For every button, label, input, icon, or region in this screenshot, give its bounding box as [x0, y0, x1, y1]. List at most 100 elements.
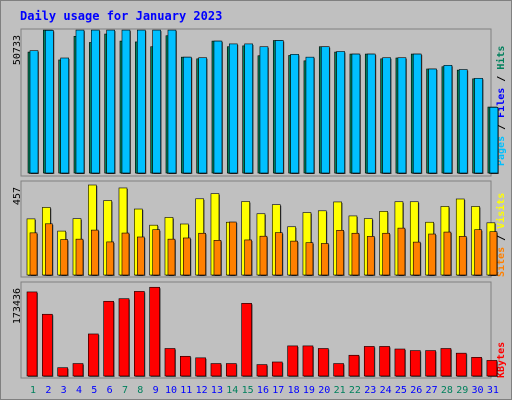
day-label: 13: [211, 385, 223, 396]
hits-ymax-label: 50733: [12, 35, 23, 65]
day-label: 26: [410, 385, 422, 396]
sites-bar: [45, 223, 53, 276]
kbytes-ymax-label: 173436: [12, 288, 23, 324]
pages-bar: [45, 30, 54, 174]
kbytes-bar: [440, 348, 452, 377]
pages-bar: [167, 29, 177, 174]
pages-bar: [305, 56, 315, 174]
sites-bar: [106, 241, 114, 276]
day-label: 7: [122, 385, 128, 396]
day-label: 20: [318, 385, 330, 396]
day-label: 11: [180, 385, 192, 396]
day-label: 4: [76, 385, 82, 396]
pages-bar: [198, 57, 207, 174]
kbytes-bar: [287, 345, 298, 377]
day-label: 15: [242, 385, 254, 396]
day-label: 31: [487, 385, 499, 396]
sites-bar: [29, 232, 38, 276]
day-label: 14: [226, 385, 238, 396]
pages-bar: [75, 29, 85, 174]
kbytes-bar: [88, 333, 99, 377]
pages-bar: [443, 65, 453, 174]
kbytes-bar: [317, 348, 329, 377]
day-axis-labels: 1 2 3 4 5 6 7 8 9 10 11 12 13 14 15 16 17 18 19 20 21 22 23 24 2…: [30, 385, 499, 396]
sites-bar: [428, 233, 436, 276]
kbytes-bar: [42, 313, 53, 377]
kbytes-bar: [471, 357, 482, 377]
pages-bar: [366, 53, 376, 174]
day-label: 16: [257, 385, 269, 396]
day-label: 3: [61, 385, 67, 396]
day-label: 5: [91, 385, 97, 396]
pages-bar: [183, 56, 192, 174]
kbytes-bar: [455, 352, 467, 377]
day-label: 17: [272, 385, 284, 396]
sites-bar: [366, 236, 375, 276]
kbytes-bars: [26, 286, 498, 377]
kbytes-bar: [363, 346, 375, 377]
day-label: 2: [45, 385, 51, 396]
legend-pages: Pages: [496, 136, 507, 166]
sites-bar: [397, 227, 406, 276]
sites-bar: [137, 236, 145, 276]
visits-bars: [26, 184, 498, 276]
kbytes-bar: [271, 361, 283, 377]
day-label: 9: [153, 385, 159, 396]
sites-bar: [290, 240, 298, 276]
pages-bar: [320, 46, 330, 174]
pages-bar: [290, 54, 299, 174]
pages-bar: [244, 43, 253, 174]
sites-bar: [489, 231, 498, 276]
day-label: 30: [472, 385, 484, 396]
day-label: 23: [364, 385, 376, 396]
sites-bar: [336, 229, 344, 276]
pages-bar: [152, 29, 161, 174]
chart-title: Daily usage for January 2023: [20, 9, 222, 23]
kbytes-bar: [225, 363, 237, 377]
day-label: 18: [288, 385, 300, 396]
sites-bar: [152, 229, 160, 276]
day-label: 12: [196, 385, 208, 396]
day-label: 8: [137, 385, 143, 396]
kbytes-bar: [134, 291, 145, 377]
sites-bar: [183, 237, 191, 276]
kbytes-bar: [409, 350, 421, 377]
sites-bar: [228, 221, 237, 276]
kbytes-bar: [118, 298, 130, 377]
kbytes-bar: [26, 291, 38, 377]
pages-bar: [213, 40, 223, 174]
pages-bar: [382, 57, 391, 174]
day-label: 1: [30, 385, 36, 396]
pages-bar: [121, 29, 131, 174]
pages-bar: [274, 40, 284, 174]
sites-bar: [75, 238, 84, 276]
pages-bar: [91, 29, 100, 174]
legend-middle: Sites / Visits: [495, 193, 507, 277]
kbytes-bar: [164, 348, 176, 377]
pages-bar: [228, 43, 238, 174]
sites-bar: [382, 232, 390, 276]
sites-bar: [458, 236, 467, 276]
kbytes-bar: [348, 354, 360, 377]
legend-hits: Hits: [495, 46, 507, 70]
sites-bar: [305, 242, 314, 276]
hits-bars: [27, 29, 499, 175]
sites-bar: [443, 231, 452, 276]
kbytes-bar: [486, 360, 498, 377]
pages-bar: [458, 69, 468, 174]
sites-bar: [259, 235, 268, 276]
sites-bar: [121, 232, 130, 276]
pages-bar: [137, 29, 146, 174]
kbytes-bar: [72, 363, 84, 377]
sites-bar: [198, 232, 206, 276]
visits-ymax-label: 457: [12, 187, 23, 205]
pages-bar: [397, 57, 407, 174]
legend-kbytes: KBytes: [496, 342, 507, 378]
pages-bar: [428, 68, 437, 174]
sites-bar: [60, 239, 68, 276]
pages-bar: [106, 29, 115, 174]
kbytes-bar: [379, 346, 390, 377]
pages-bar: [489, 107, 499, 174]
